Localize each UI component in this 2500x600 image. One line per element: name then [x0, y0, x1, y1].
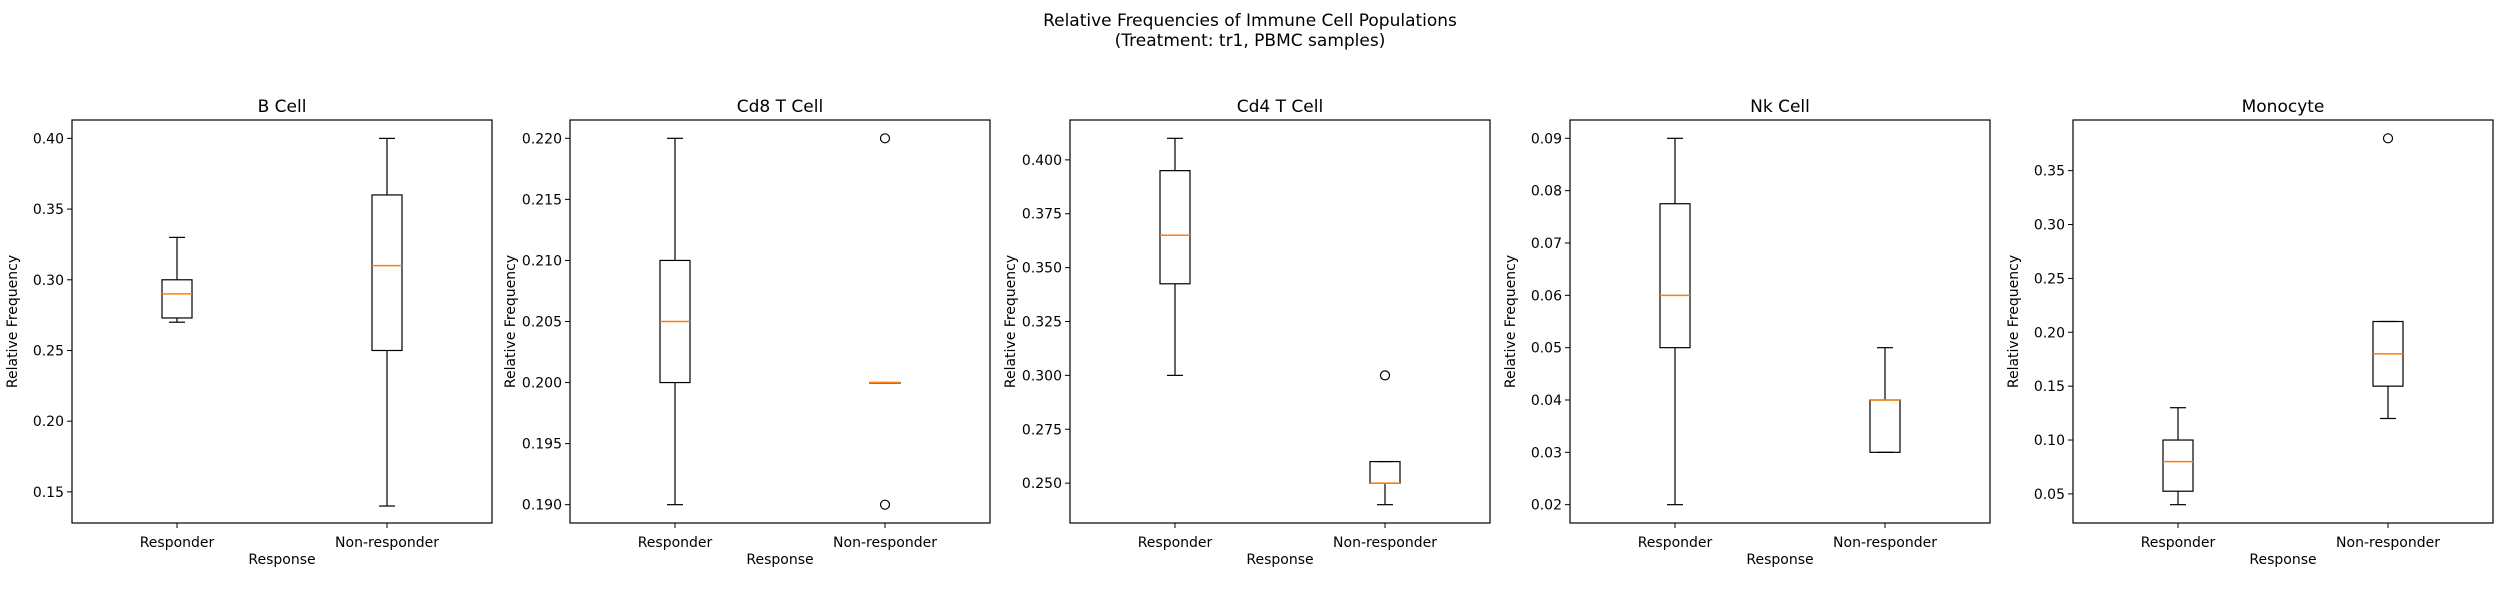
x-axis-label: Response [2249, 552, 2316, 568]
y-tick-label: 0.20 [33, 414, 64, 430]
panel-nk-cell: Nk Cell 0.02 0.03 0.04 0.05 0.06 0.07 0.08 0.09 R… [1503, 97, 1991, 568]
figure-title: Relative Frequencies of Immune Cell Popu… [1043, 11, 1457, 31]
y-tick-label: 0.30 [2034, 218, 2065, 234]
y-tick-label: 0.05 [2034, 487, 2065, 503]
x-tick-label: Non-responder [1833, 535, 1937, 551]
outlier-point [879, 133, 891, 144]
y-axis-label: Relative Frequency [2006, 255, 2022, 388]
y-tick-label: 0.20 [2034, 325, 2065, 341]
box [1159, 170, 1191, 285]
y-tick-label: 0.35 [33, 202, 64, 218]
y-tick-label: 0.06 [1531, 288, 1562, 304]
axes-frame [71, 119, 493, 524]
y-tick-label: 0.40 [33, 131, 64, 147]
y-tick-label: 0.205 [522, 315, 562, 331]
y-tick-label: 0.03 [1531, 445, 1562, 461]
x-tick-label: Non-responder [1333, 535, 1437, 551]
axes-frame [1069, 119, 1491, 524]
y-tick-label: 0.15 [2034, 379, 2065, 395]
y-tick-label: 0.08 [1531, 184, 1562, 200]
box [1659, 203, 1691, 349]
box [1369, 460, 1401, 484]
outlier-point [879, 499, 891, 510]
x-tick-label: Non-responder [2336, 535, 2440, 551]
y-tick-label: 0.300 [1022, 368, 1062, 384]
y-tick-label: 0.10 [2034, 433, 2065, 449]
y-tick-label: 0.400 [1022, 153, 1062, 169]
x-tick-label: Non-responder [335, 535, 439, 551]
box [2162, 439, 2194, 492]
y-axis-label: Relative Frequency [1503, 255, 1519, 388]
box [371, 194, 403, 352]
y-tick-label: 0.375 [1022, 207, 1062, 223]
box [1869, 399, 1901, 453]
y-axis-label: Relative Frequency [503, 255, 519, 388]
x-tick-label: Non-responder [833, 535, 937, 551]
panel-cd8-t-cell: Cd8 T Cell 0.190 0.195 0.200 0.205 0.210 0.215… [503, 97, 991, 568]
y-tick-label: 0.35 [2034, 164, 2065, 180]
y-tick-label: 0.325 [1022, 315, 1062, 331]
y-tick-label: 0.15 [33, 485, 64, 501]
x-tick-label: Responder [638, 535, 713, 551]
y-tick-label: 0.25 [2034, 271, 2065, 287]
x-axis-label: Response [746, 552, 813, 568]
x-tick-label: Responder [2141, 535, 2216, 551]
y-tick-label: 0.05 [1531, 341, 1562, 357]
axes-frame [2072, 119, 2494, 524]
x-axis-label: Response [1746, 552, 1813, 568]
panel-title: Nk Cell [1750, 97, 1810, 117]
x-axis-label: Response [248, 552, 315, 568]
y-tick-label: 0.200 [522, 376, 562, 392]
y-tick-label: 0.04 [1531, 393, 1562, 409]
panel-title: Cd8 T Cell [737, 97, 823, 117]
panel-cd4-t-cell: Cd4 T Cell 0.250 0.275 0.300 0.325 0.350 0.375… [1003, 97, 1491, 568]
outlier-point [2382, 133, 2394, 144]
outlier-point [1379, 370, 1391, 381]
y-tick-label: 0.210 [522, 253, 562, 269]
box [161, 279, 193, 319]
y-tick-label: 0.190 [522, 498, 562, 514]
y-tick-label: 0.30 [33, 273, 64, 289]
y-tick-label: 0.02 [1531, 498, 1562, 514]
y-axis-label: Relative Frequency [1003, 255, 1019, 388]
y-tick-label: 0.275 [1022, 422, 1062, 438]
panel-b-cell: B Cell 0.15 0.20 0.25 0.30 0.35 0.40 Relative F… [5, 97, 493, 568]
axes-frame [1569, 119, 1991, 524]
x-tick-label: Responder [140, 535, 215, 551]
y-tick-label: 0.25 [33, 343, 64, 359]
y-tick-label: 0.195 [522, 437, 562, 453]
panel-title: Monocyte [2242, 97, 2325, 117]
panel-title: Cd4 T Cell [1237, 97, 1323, 117]
x-axis-label: Response [1246, 552, 1313, 568]
panel-monocyte: Monocyte 0.05 0.10 0.15 0.20 0.25 0.30 0.35 Rela… [2006, 97, 2494, 568]
y-tick-label: 0.07 [1531, 236, 1562, 252]
x-tick-label: Responder [1638, 535, 1713, 551]
y-tick-label: 0.220 [522, 131, 562, 147]
y-tick-label: 0.250 [1022, 476, 1062, 492]
y-tick-label: 0.09 [1531, 131, 1562, 147]
y-axis-label: Relative Frequency [5, 255, 21, 388]
y-tick-label: 0.215 [522, 192, 562, 208]
panel-title: B Cell [258, 97, 307, 117]
y-tick-label: 0.350 [1022, 261, 1062, 277]
x-tick-label: Responder [1138, 535, 1213, 551]
axes-frame [569, 119, 991, 524]
figure-subtitle: (Treatment: tr1, PBMC samples) [1114, 31, 1386, 51]
